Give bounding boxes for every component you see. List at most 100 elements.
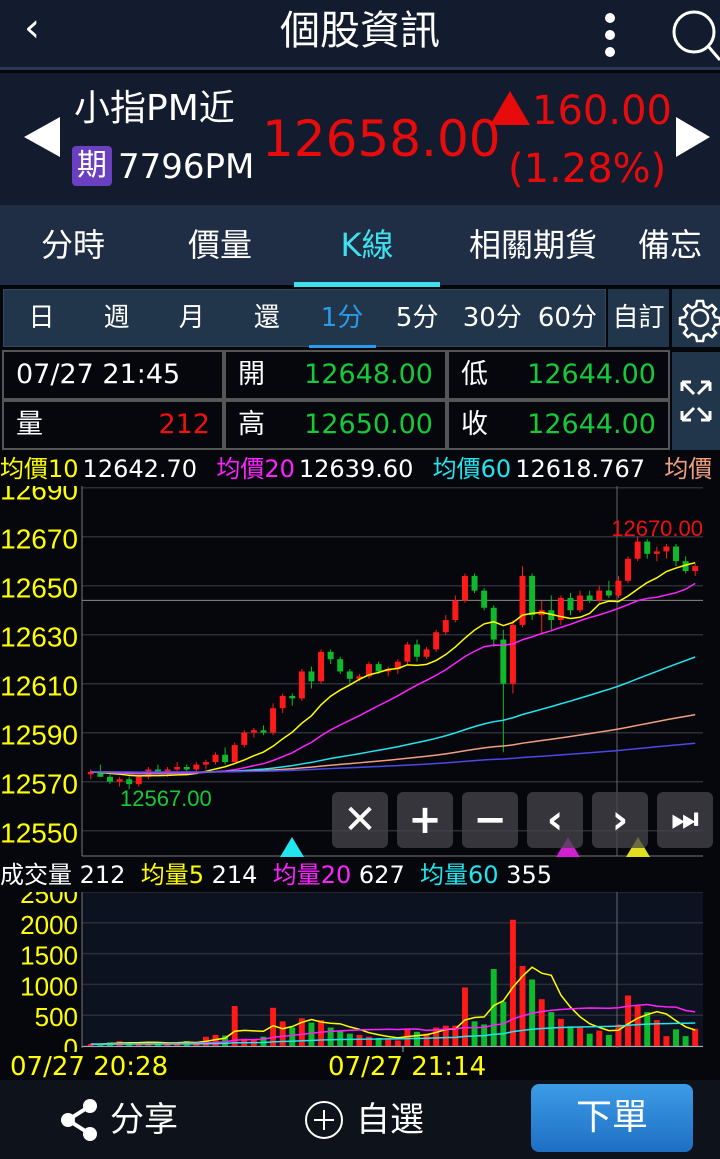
volume-bar <box>615 1024 622 1046</box>
y-tick-label: 12590 <box>0 720 78 751</box>
ma-line-240 <box>90 742 696 773</box>
volume-bar <box>366 1036 372 1046</box>
candle-body <box>270 708 277 733</box>
tab-related-futures[interactable]: 相關期貨 <box>468 226 597 264</box>
ma60-label: 均價60 <box>432 455 512 483</box>
plus-circle-icon <box>305 1101 343 1139</box>
volume-tick-label: 1500 <box>20 941 78 971</box>
candle-body <box>673 546 679 562</box>
candle-body <box>615 580 622 596</box>
period-5min[interactable]: 5分 <box>395 303 439 333</box>
volume-ma-line-5 <box>90 966 696 1045</box>
x-label-mid: 07/27 21:14 <box>328 1052 487 1082</box>
chevron-left-icon[interactable]: ‹ <box>24 5 40 51</box>
period-day[interactable]: 日 <box>28 303 55 333</box>
period-1min[interactable]: 1分 <box>305 290 380 348</box>
volume-bar <box>318 1020 325 1046</box>
jump-latest-button[interactable]: ⏭ <box>657 792 713 848</box>
custom-period-button[interactable]: 自訂 <box>608 289 669 347</box>
close-value: 12644.00 <box>527 409 656 440</box>
gear-icon[interactable] <box>672 289 720 347</box>
candle-body <box>116 779 123 782</box>
candle-body <box>375 664 382 672</box>
volume-bar <box>634 1005 641 1046</box>
volume-bar <box>490 969 497 1046</box>
info-high-cell: 高 12650.00 <box>224 400 447 450</box>
candle-body <box>154 769 161 772</box>
candle-body <box>461 575 468 601</box>
volume-bar <box>452 1025 459 1046</box>
candle-body <box>682 561 689 571</box>
info-volume-cell: 量 212 <box>2 400 224 450</box>
y-tick-label: 12550 <box>0 818 78 849</box>
high-value: 12650.00 <box>304 409 433 440</box>
scroll-right-button[interactable]: › <box>592 792 648 848</box>
period-month[interactable]: 月 <box>178 303 205 333</box>
candle-body <box>471 575 478 591</box>
scroll-left-button[interactable]: ‹ <box>527 792 583 848</box>
price-ma-legend: 均價10 12642.70 均價20 12639.60 均價60 12618.767 … <box>0 452 720 486</box>
candle-body <box>327 651 334 660</box>
candle-body <box>107 776 113 782</box>
candle-body <box>308 671 315 682</box>
zoom-out-button[interactable]: − <box>462 792 518 848</box>
period-selector: 日 週 月 還 1分 5分 30分 60分 <box>3 289 606 348</box>
candle-body <box>222 754 229 763</box>
tab-kline[interactable]: K線 <box>294 205 440 287</box>
min-price-label: 12567.00 <box>120 786 212 811</box>
volume-label: 量 <box>16 409 43 440</box>
candle-body <box>366 664 372 677</box>
candle-body <box>509 624 516 684</box>
tab-intraday[interactable]: 分時 <box>40 226 105 264</box>
search-icon[interactable] <box>668 6 720 66</box>
candle-body <box>298 671 305 699</box>
symbol-code: 7796PM <box>118 147 255 187</box>
candle-body <box>404 644 411 662</box>
volume-bar <box>596 1030 603 1046</box>
candle-body <box>605 590 612 596</box>
candle-body <box>241 732 248 745</box>
low-value: 12644.00 <box>527 359 656 390</box>
volume-legend: 成交量 212 均量5 214 均量20 627 均量60 355 <box>0 858 720 892</box>
arrow-up-icon <box>490 91 530 125</box>
fullscreen-icon[interactable] <box>672 352 720 450</box>
tab-price-volume[interactable]: 價量 <box>187 226 252 264</box>
volume-bar <box>625 995 632 1046</box>
period-60min[interactable]: 60分 <box>537 303 597 333</box>
more-vertical-icon[interactable] <box>598 10 622 60</box>
add-watchlist-button[interactable]: 自選 <box>304 1098 424 1142</box>
futures-badge: 期 <box>72 146 112 186</box>
candle-body <box>414 644 420 657</box>
candle-body <box>356 676 363 679</box>
candle-body <box>231 744 238 763</box>
volume-bar <box>442 1025 449 1046</box>
signal-marker-cyan <box>280 837 304 857</box>
volume-bar <box>298 1018 305 1046</box>
max-price-label: 12670.00 <box>611 516 703 541</box>
high-label: 高 <box>238 409 265 440</box>
period-30min[interactable]: 30分 <box>462 303 522 333</box>
candle-body <box>433 632 440 650</box>
ma10-label: 均價10 <box>0 455 79 483</box>
candle-body <box>97 771 104 777</box>
share-button[interactable]: 分享 <box>58 1098 178 1142</box>
volume-bar <box>337 1030 344 1046</box>
volume-bar <box>308 1022 315 1046</box>
period-week[interactable]: 週 <box>103 303 130 333</box>
volume-bar <box>260 1036 267 1046</box>
tab-memo[interactable]: 備忘 <box>638 226 703 264</box>
next-symbol-icon[interactable] <box>676 117 710 157</box>
y-tick-label: 12570 <box>0 769 78 800</box>
volume-label: 成交量 <box>0 861 72 889</box>
price-change: 160.00 <box>532 88 672 134</box>
close-chart-controls-button[interactable]: ✕ <box>332 792 388 848</box>
volume-bar <box>557 1018 564 1046</box>
quote-header: 小指PM近 期 7796PM 12658.00 160.00 (1.28%) <box>0 73 720 205</box>
period-adjusted[interactable]: 還 <box>253 303 280 333</box>
previous-symbol-icon[interactable] <box>24 117 60 157</box>
candle-body <box>529 575 536 616</box>
zoom-in-button[interactable]: + <box>397 792 453 848</box>
volume-value: 212 <box>158 409 210 440</box>
place-order-button[interactable]: 下單 <box>531 1084 693 1152</box>
